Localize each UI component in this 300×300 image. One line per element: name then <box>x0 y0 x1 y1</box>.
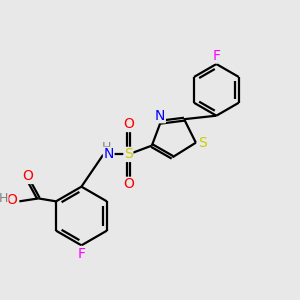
Text: H: H <box>0 192 8 205</box>
Text: F: F <box>77 247 86 261</box>
Text: S: S <box>198 136 207 150</box>
Text: O: O <box>123 118 134 131</box>
Text: F: F <box>212 49 220 63</box>
Text: S: S <box>124 147 133 161</box>
Text: N: N <box>103 147 114 161</box>
Text: N: N <box>155 109 165 123</box>
Text: O: O <box>7 193 17 207</box>
Text: O: O <box>123 177 134 191</box>
Text: H: H <box>102 141 111 154</box>
Text: O: O <box>23 169 34 183</box>
